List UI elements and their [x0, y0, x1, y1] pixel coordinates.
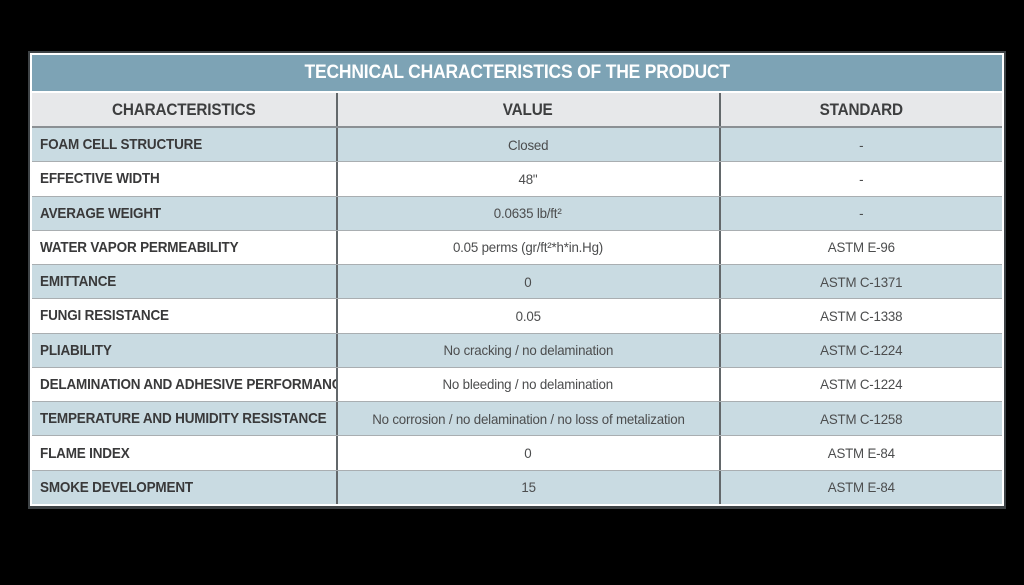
value-text: 0.05 perms (gr/ft²*h*in.Hg)	[453, 239, 604, 256]
table-row: FLAME INDEX 0 ASTM E-84	[32, 436, 1002, 471]
characteristic-cell: PLIABILITY	[32, 333, 338, 367]
standard-cell: ASTM E-84	[721, 471, 1002, 504]
value-cell: 0.0635 lb/ft²	[338, 196, 721, 230]
characteristic-label: FOAM CELL STRUCTURE	[40, 136, 203, 154]
standard-text: -	[859, 136, 864, 153]
value-text: 0.05	[515, 307, 541, 324]
standard-cell: ASTM E-96	[721, 231, 1002, 264]
standard-cell: ASTM C-1224	[721, 368, 1002, 401]
technical-characteristics-table: TECHNICAL CHARACTERISTICS OF THE PRODUCT…	[28, 51, 1006, 509]
characteristic-label: AVERAGE WEIGHT	[40, 204, 161, 222]
characteristic-cell: DELAMINATION AND ADHESIVE PERFORMANCE	[32, 367, 338, 402]
characteristic-cell: WATER VAPOR PERMEABILITY	[32, 230, 338, 265]
table-title: TECHNICAL CHARACTERISTICS OF THE PRODUCT	[304, 62, 730, 83]
standard-text: ASTM E-96	[827, 239, 895, 256]
value-cell: Closed	[338, 128, 721, 162]
characteristic-label: PLIABILITY	[40, 341, 112, 359]
value-cell: 15	[338, 470, 721, 504]
characteristic-cell: FUNGI RESISTANCE	[32, 299, 338, 333]
standard-cell: ASTM E-84	[721, 436, 1002, 469]
table-row: FUNGI RESISTANCE 0.05 ASTM C-1338	[32, 299, 1002, 334]
value-cell: 48"	[338, 162, 721, 196]
table-header-row: CHARACTERISTICS VALUE STANDARD	[32, 93, 1002, 128]
column-header-label: VALUE	[503, 99, 554, 119]
value-text: 0	[524, 445, 532, 462]
value-text: 48"	[518, 170, 538, 187]
header-cell-characteristics: CHARACTERISTICS	[32, 93, 338, 126]
standard-text: ASTM E-84	[827, 445, 895, 462]
table-row: EMITTANCE 0 ASTM C-1371	[32, 265, 1002, 300]
table-row: SMOKE DEVELOPMENT 15 ASTM E-84	[32, 470, 1002, 504]
standard-cell: ASTM C-1224	[721, 334, 1002, 367]
header-cell-value: VALUE	[338, 93, 721, 126]
standard-cell: ASTM C-1371	[721, 265, 1002, 298]
value-text: Closed	[507, 136, 549, 153]
characteristic-cell: AVERAGE WEIGHT	[32, 196, 338, 230]
value-text: 0.0635 lb/ft²	[494, 205, 562, 222]
standard-cell: -	[721, 197, 1002, 230]
value-text: 15	[520, 479, 536, 496]
table-body: FOAM CELL STRUCTURE Closed - EFFECTIVE W…	[32, 128, 1002, 504]
standard-text: ASTM C-1258	[820, 410, 903, 427]
standard-text: ASTM C-1338	[820, 307, 903, 324]
characteristic-cell: FOAM CELL STRUCTURE	[32, 128, 338, 162]
table-row: TEMPERATURE AND HUMIDITY RESISTANCE No c…	[32, 402, 1002, 437]
characteristic-label: FLAME INDEX	[40, 444, 130, 462]
value-cell: 0	[338, 436, 721, 470]
characteristic-label: DELAMINATION AND ADHESIVE PERFORMANCE	[40, 375, 338, 393]
table-row: PLIABILITY No cracking / no delamination…	[32, 333, 1002, 368]
standard-text: -	[859, 205, 864, 222]
value-text: No corrosion / no delamination / no loss…	[371, 410, 685, 427]
value-cell: 0	[338, 265, 721, 299]
characteristic-label: WATER VAPOR PERMEABILITY	[40, 238, 239, 256]
standard-text: ASTM C-1224	[820, 342, 903, 359]
value-text: No bleeding / no delamination	[442, 376, 614, 393]
characteristic-label: EFFECTIVE WIDTH	[40, 170, 160, 188]
table-title-bar: TECHNICAL CHARACTERISTICS OF THE PRODUCT	[32, 55, 1002, 91]
table-row: AVERAGE WEIGHT 0.0635 lb/ft² -	[32, 196, 1002, 231]
standard-text: ASTM C-1224	[820, 376, 903, 393]
characteristic-label: TEMPERATURE AND HUMIDITY RESISTANCE	[40, 410, 327, 428]
table-row: DELAMINATION AND ADHESIVE PERFORMANCE No…	[32, 367, 1002, 403]
characteristic-cell: EMITTANCE	[32, 265, 338, 299]
value-cell: No bleeding / no delamination	[338, 367, 721, 402]
standard-cell: -	[721, 162, 1002, 195]
standard-cell: ASTM C-1338	[721, 299, 1002, 332]
standard-cell: -	[721, 128, 1002, 161]
characteristic-cell: TEMPERATURE AND HUMIDITY RESISTANCE	[32, 402, 338, 436]
characteristic-cell: FLAME INDEX	[32, 436, 338, 470]
value-cell: 0.05	[338, 299, 721, 333]
value-cell: No corrosion / no delamination / no loss…	[338, 402, 721, 436]
characteristic-label: EMITTANCE	[40, 273, 117, 291]
value-text: 0	[524, 273, 532, 290]
table-row: EFFECTIVE WIDTH 48" -	[32, 162, 1002, 197]
value-text: No cracking / no delamination	[443, 342, 613, 359]
standard-text: ASTM E-84	[827, 479, 895, 496]
characteristic-cell: SMOKE DEVELOPMENT	[32, 470, 338, 504]
header-cell-standard: STANDARD	[721, 93, 1002, 126]
value-cell: 0.05 perms (gr/ft²*h*in.Hg)	[338, 230, 721, 265]
characteristic-label: FUNGI RESISTANCE	[40, 307, 169, 325]
column-header-label: STANDARD	[819, 99, 903, 119]
value-cell: No cracking / no delamination	[338, 333, 721, 367]
table-row: FOAM CELL STRUCTURE Closed -	[32, 128, 1002, 163]
standard-text: -	[859, 170, 864, 187]
standard-text: ASTM C-1371	[820, 273, 903, 290]
column-header-label: CHARACTERISTICS	[112, 99, 256, 119]
characteristic-label: SMOKE DEVELOPMENT	[40, 478, 193, 496]
table-row: WATER VAPOR PERMEABILITY 0.05 perms (gr/…	[32, 230, 1002, 266]
standard-cell: ASTM C-1258	[721, 402, 1002, 435]
characteristic-cell: EFFECTIVE WIDTH	[32, 162, 338, 196]
